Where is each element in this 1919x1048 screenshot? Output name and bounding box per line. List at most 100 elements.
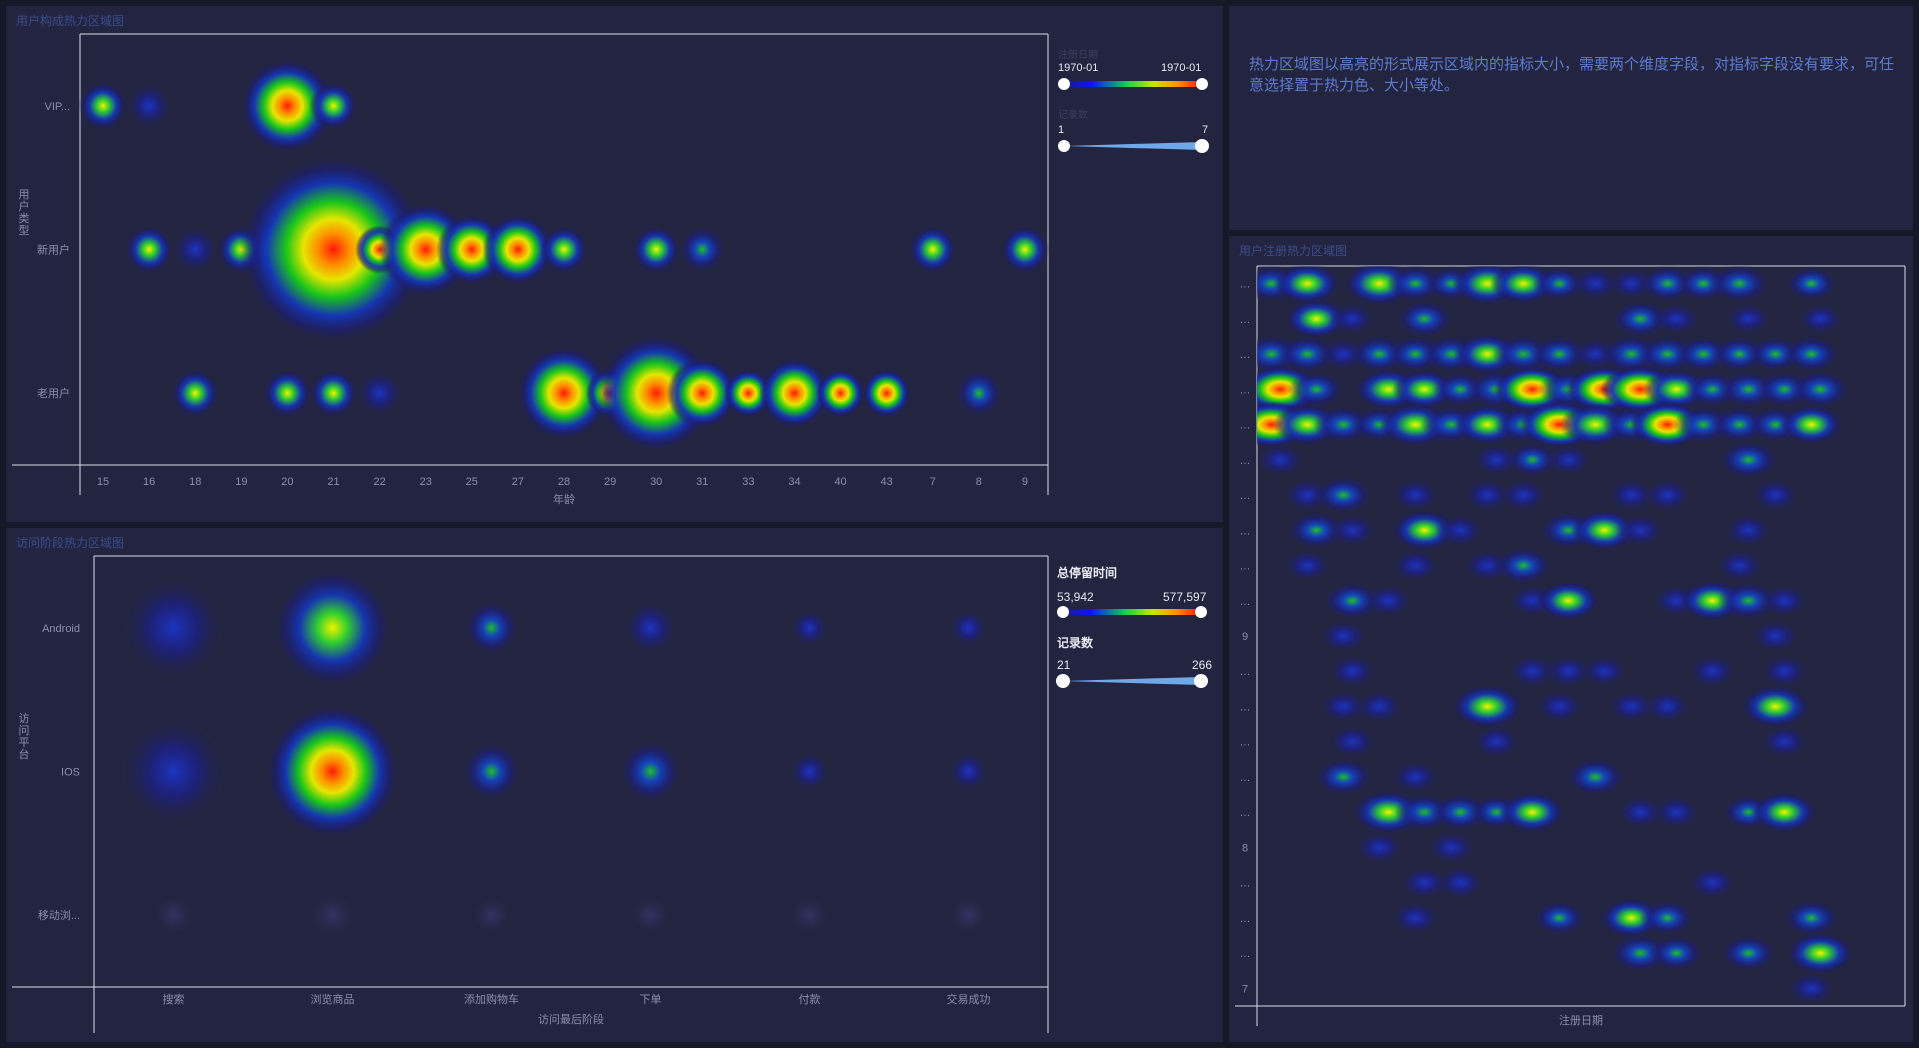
heat-cell[interactable] [1506,653,1559,689]
heat-point[interactable] [622,599,679,656]
heat-point[interactable] [758,357,831,429]
heat-cell[interactable] [1274,263,1341,305]
heat-point[interactable] [117,715,230,828]
heat-cell[interactable] [1542,653,1595,689]
size-legend-max-handle[interactable] [1195,139,1209,153]
heat-cell[interactable] [1784,266,1839,302]
heat-cell[interactable] [1795,301,1845,336]
heat-cell[interactable] [1642,689,1692,724]
heat-cell[interactable] [1650,301,1703,337]
heat-cell[interactable] [1569,266,1622,302]
heat-cell[interactable] [1353,688,1406,724]
heat-cell[interactable] [1434,865,1487,901]
heat-cell[interactable] [1686,865,1739,901]
heat-cell[interactable] [1533,688,1586,724]
heat-cell[interactable] [1434,512,1487,548]
heat-point[interactable] [789,607,830,648]
heat-point[interactable] [461,741,522,802]
heat-cell[interactable] [1739,684,1811,729]
heat-cell[interactable] [1461,477,1514,513]
heat-cell[interactable] [1614,512,1667,548]
heat-point[interactable] [124,225,174,274]
heat-cell[interactable] [1282,548,1332,583]
heat-point[interactable] [240,58,335,154]
color-legend-max-handle[interactable] [1196,78,1208,90]
heat-cell[interactable] [1749,618,1802,654]
heat-point[interactable] [124,81,174,131]
heat-point[interactable] [618,739,683,804]
size-legend-min-handle[interactable] [1056,674,1070,688]
heat-cell[interactable] [1389,759,1442,795]
heat-point[interactable] [816,368,866,418]
heat-point[interactable] [238,154,429,345]
heat-cell[interactable] [1326,653,1379,689]
heat-point[interactable] [788,750,831,793]
heat-cell[interactable] [1394,299,1455,339]
size-legend-max-handle[interactable] [1194,674,1208,688]
heat-point[interactable] [309,81,359,131]
heat-point[interactable] [539,225,589,274]
heat-cell[interactable] [1719,934,1778,973]
heat-point[interactable] [631,225,681,274]
heat-point[interactable] [265,704,400,839]
heat-cell[interactable] [1717,439,1780,480]
heat-point[interactable] [309,368,359,418]
heat-cell[interactable] [1398,865,1451,901]
heat-cell[interactable] [1614,794,1667,830]
heat-cell[interactable] [1713,548,1766,584]
heat-point[interactable] [723,368,773,418]
heat-point[interactable] [947,750,990,793]
heat-cell[interactable] [1536,580,1601,622]
size-legend-min-handle[interactable] [1058,140,1070,152]
heat-point[interactable] [948,607,989,648]
heat-cell[interactable] [1650,794,1703,830]
heat-cell[interactable] [1389,900,1442,936]
heat-point[interactable] [950,896,987,934]
heat-cell[interactable] [1287,370,1346,409]
heat-point[interactable] [463,599,520,656]
heat-point[interactable] [666,357,739,429]
heat-cell[interactable] [1751,791,1818,834]
heat-point[interactable] [310,893,355,938]
heat-cell[interactable] [1758,653,1811,689]
heat-cell[interactable] [1785,931,1855,975]
heat-cell[interactable] [1782,335,1841,374]
heat-cell[interactable] [1749,477,1802,513]
heat-cell[interactable] [1353,829,1406,865]
heat-cell[interactable] [1450,683,1525,729]
heat-point[interactable] [791,896,828,934]
heat-cell[interactable] [1389,477,1442,513]
heat-cell[interactable] [1317,618,1370,654]
heat-cell[interactable] [1326,724,1379,760]
heat-cell[interactable] [1543,442,1593,477]
heat-cell[interactable] [1648,934,1705,972]
heat-cell[interactable] [1326,512,1379,548]
heat-cell[interactable] [1789,369,1852,410]
heat-point[interactable] [355,368,405,418]
color-legend-max-handle[interactable] [1195,606,1207,618]
heat-cell[interactable] [1708,264,1771,304]
heat-cell[interactable] [1605,477,1658,513]
heat-cell[interactable] [1317,688,1370,724]
heat-point[interactable] [632,896,669,934]
heat-cell[interactable] [1313,757,1374,797]
heat-cell[interactable] [1686,653,1739,689]
heat-cell[interactable] [1758,724,1811,760]
heat-cell[interactable] [1505,441,1560,478]
heat-point[interactable] [677,225,727,274]
heat-point[interactable] [482,213,554,286]
heat-cell[interactable] [1389,548,1442,584]
heat-cell[interactable] [1362,583,1415,619]
heat-point[interactable] [119,573,228,682]
heat-point[interactable] [1000,225,1050,274]
heat-cell[interactable] [1532,899,1587,936]
heat-point[interactable] [170,368,220,418]
heat-cell[interactable] [1532,266,1587,302]
heat-cell[interactable] [1284,298,1349,340]
heat-cell[interactable] [1255,442,1307,478]
heat-point[interactable] [170,225,220,274]
heat-cell[interactable] [1313,475,1374,515]
heat-point[interactable] [154,896,193,935]
heat-cell[interactable] [1639,899,1696,937]
color-legend-min-handle[interactable] [1057,606,1069,618]
